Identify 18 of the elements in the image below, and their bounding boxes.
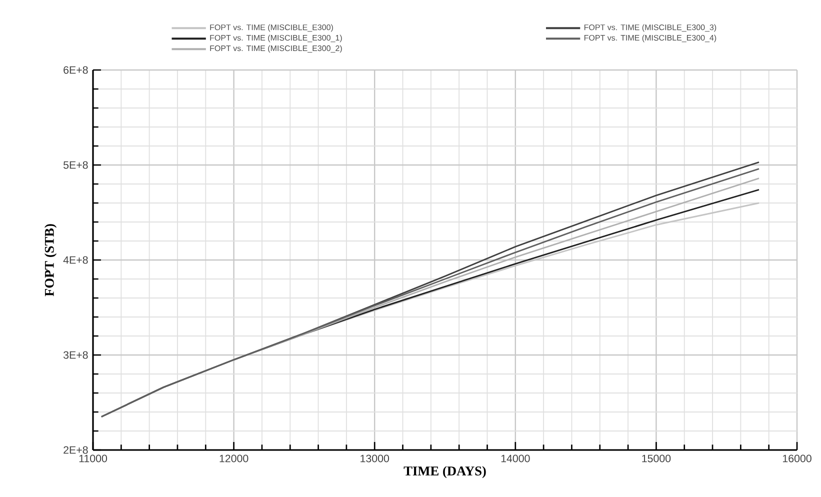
legend-label: FOPT vs. TIME (MISCIBLE_E300) <box>210 24 333 32</box>
legend-label: FOPT vs. TIME (MISCIBLE_E300_4) <box>584 34 716 42</box>
x-axis-title: TIME (DAYS) <box>404 466 486 478</box>
x-tick-label: 11000 <box>79 454 108 462</box>
legend-label: FOPT vs. TIME (MISCIBLE_E300_3) <box>584 24 716 32</box>
x-tick-label: 16000 <box>782 454 812 462</box>
x-tick-label: 13000 <box>360 454 390 462</box>
y-tick-label: 6E+8 <box>64 66 88 74</box>
y-tick-label: 5E+8 <box>64 161 88 169</box>
legend-label: FOPT vs. TIME (MISCIBLE_E300_1) <box>210 34 342 42</box>
x-tick-label: 14000 <box>501 454 530 462</box>
x-tick-label: 12000 <box>220 454 248 462</box>
y-tick-label: 3E+8 <box>63 351 88 359</box>
legend-label: FOPT vs. TIME (MISCIBLE_E300_2) <box>210 45 342 53</box>
y-tick-label: 4E+8 <box>63 256 88 264</box>
y-tick-label: 2E+8 <box>64 446 88 454</box>
x-tick-label: 15000 <box>642 454 671 462</box>
y-axis-title: FOPT (STB) <box>44 224 57 296</box>
